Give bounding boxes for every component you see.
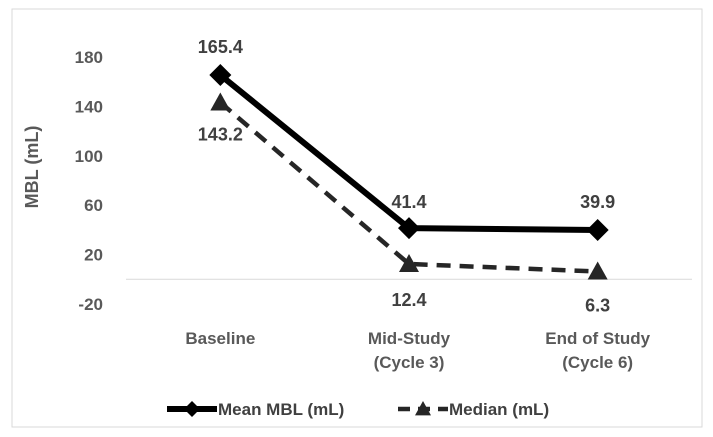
y-tick-label: 100 bbox=[75, 147, 103, 166]
y-tick-label: 180 bbox=[75, 48, 103, 67]
y-tick-label: 20 bbox=[84, 246, 103, 265]
y-axis-title: MBL (mL) bbox=[22, 126, 42, 209]
mean-data-label: 41.4 bbox=[391, 192, 426, 212]
mean-data-label: 39.9 bbox=[580, 192, 615, 212]
x-category-label: Baseline bbox=[185, 329, 255, 348]
median-data-label: 143.2 bbox=[198, 124, 243, 144]
y-tick-label: -20 bbox=[78, 295, 103, 314]
median-data-label: 12.4 bbox=[391, 290, 426, 310]
y-tick-label: 140 bbox=[75, 97, 103, 116]
x-category-label: (Cycle 6) bbox=[562, 353, 633, 372]
x-category-label: Mid-Study bbox=[368, 329, 451, 348]
legend-label: Median (mL) bbox=[449, 400, 549, 419]
median-data-label: 6.3 bbox=[585, 296, 610, 316]
mean-data-label: 165.4 bbox=[198, 37, 243, 57]
legend-label: Mean MBL (mL) bbox=[218, 400, 344, 419]
x-category-label: (Cycle 3) bbox=[374, 353, 445, 372]
y-tick-label: 60 bbox=[84, 196, 103, 215]
x-category-label: End of Study bbox=[545, 329, 650, 348]
